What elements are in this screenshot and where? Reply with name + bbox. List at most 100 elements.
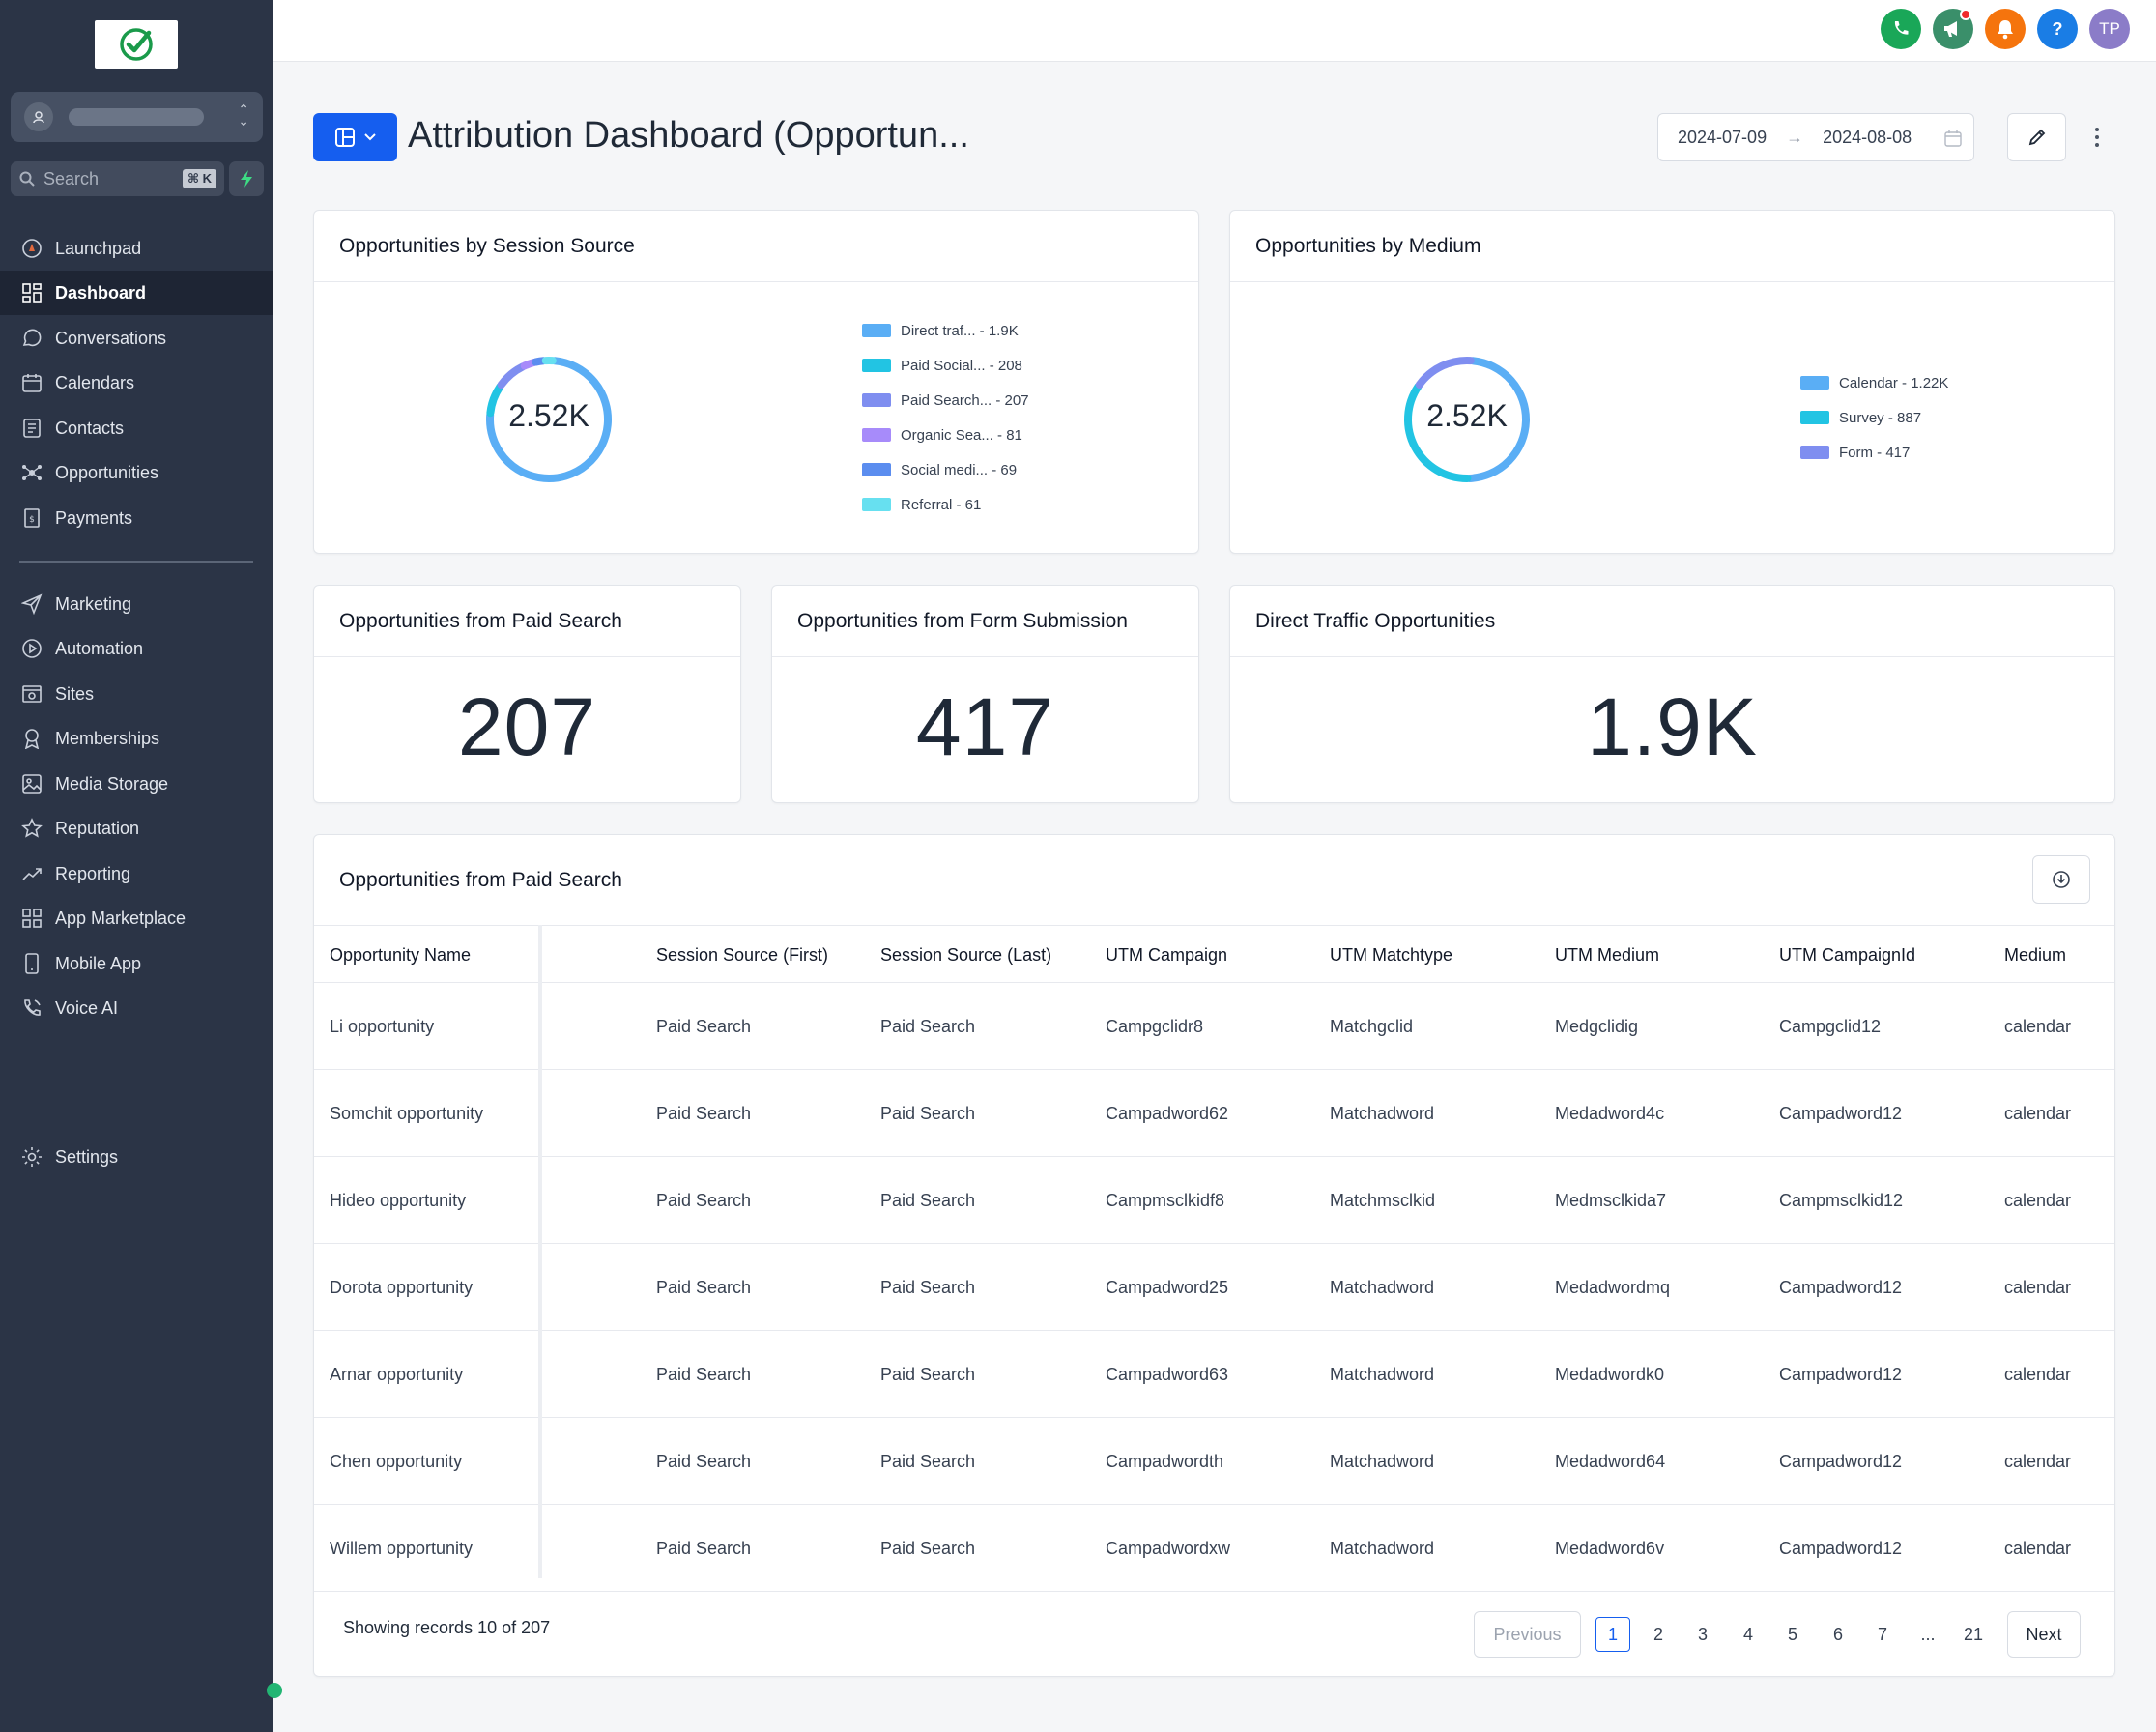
sidebar-item-conversations[interactable]: Conversations [0, 316, 273, 361]
date-start[interactable]: 2024-07-09 [1678, 127, 1768, 147]
column-header[interactable]: UTM Matchtype [1330, 945, 1453, 965]
opportunity-name-cell[interactable]: Hideo opportunity [330, 1191, 467, 1210]
phone-button[interactable] [1881, 9, 1921, 49]
donut-chart-medium[interactable]: 2.52K [1399, 352, 1535, 487]
edit-dashboard-button[interactable] [2007, 113, 2066, 161]
sidebar-item-label: Dashboard [55, 282, 147, 303]
table-row[interactable]: Dorota opportunity Paid Search Paid Search… [314, 1244, 2114, 1331]
donut-slice[interactable] [1404, 382, 1472, 482]
opportunity-name-cell[interactable]: Li opportunity [330, 1017, 435, 1036]
column-header[interactable]: Medium [2004, 945, 2067, 965]
kpi-value: 417 [915, 681, 1055, 772]
announcements-button[interactable] [1933, 9, 1973, 49]
legend-swatch [862, 463, 891, 476]
column-header[interactable]: Opportunity Name [330, 945, 472, 965]
download-button[interactable] [2032, 855, 2090, 904]
donut-chart-session-source[interactable]: 2.52K [481, 352, 617, 487]
donut-slice[interactable] [497, 362, 527, 390]
sidebar-item-dashboard[interactable]: Dashboard [0, 271, 273, 315]
help-button[interactable]: ? [2037, 9, 2078, 49]
table-row[interactable]: Li opportunity Paid Search Paid Search Camp… [314, 983, 2114, 1070]
legend-item[interactable]: Form - 417 [1800, 435, 1948, 470]
widget-medium: Opportunities by Medium 2.52K Calendar -… [1229, 210, 2115, 554]
sidebar-item-voice-ai[interactable]: Voice AI [0, 986, 273, 1030]
sidebar-item-media-storage[interactable]: Media Storage [0, 762, 273, 806]
sidebar-item-app-marketplace[interactable]: App Marketplace [0, 896, 273, 940]
legend-item[interactable]: Survey - 887 [1800, 400, 1948, 435]
legend-item[interactable]: Organic Sea... - 81 [862, 418, 1029, 452]
page-number-button[interactable]: 6 [1832, 1624, 1843, 1644]
sidebar-item-launchpad[interactable]: Launchpad [0, 226, 273, 271]
sidebar-item-marketing[interactable]: Marketing [0, 582, 273, 626]
account-switcher[interactable]: ⌃ ⌄ [11, 92, 263, 142]
legend-label: Referral - 61 [901, 496, 982, 513]
opportunity-name-cell[interactable]: Willem opportunity [330, 1539, 474, 1558]
table-row[interactable]: Arnar opportunity Paid Search Paid Search C… [314, 1331, 2114, 1418]
column-header[interactable]: UTM Campaign [1106, 945, 1228, 965]
quick-action-button[interactable] [229, 161, 264, 196]
column-header[interactable]: Session Source (First) [656, 945, 829, 965]
sidebar-item-reporting[interactable]: Reporting [0, 852, 273, 896]
sidebar-item-automation[interactable]: Automation [0, 626, 273, 671]
legend-swatch [862, 498, 891, 511]
page-number-button[interactable]: 5 [1787, 1624, 1797, 1644]
donut-slice[interactable] [1465, 357, 1530, 482]
legend-swatch [1800, 411, 1829, 424]
column-header[interactable]: UTM Medium [1555, 945, 1660, 965]
more-options-kebab-icon[interactable] [2087, 121, 2107, 154]
status-indicator[interactable] [267, 1683, 282, 1698]
user-avatar[interactable]: TP [2089, 9, 2130, 49]
account-name-redacted [69, 108, 204, 126]
chat-bubble-icon [20, 327, 43, 350]
page-number-button[interactable]: 3 [1697, 1624, 1708, 1644]
table-row[interactable]: Willem opportunity Paid Search Paid Search… [314, 1505, 2114, 1592]
legend-item[interactable]: Social medi... - 69 [862, 452, 1029, 487]
donut-slice[interactable] [486, 357, 612, 482]
chevron-down-icon [363, 133, 376, 141]
opportunity-name-cell[interactable]: Dorota opportunity [330, 1278, 474, 1297]
sidebar-item-memberships[interactable]: Memberships [0, 716, 273, 761]
date-end[interactable]: 2024-08-08 [1823, 127, 1912, 147]
table-row[interactable]: Hideo opportunity Paid Search Paid Search C… [314, 1157, 2114, 1244]
notifications-button[interactable] [1985, 9, 2026, 49]
opportunity-name-cell[interactable]: Somchit opportunity [330, 1104, 484, 1123]
records-count: Showing records 10 of 207 [343, 1618, 551, 1637]
table-cell: calendar [2004, 1104, 2072, 1123]
phone-icon [1894, 21, 1909, 35]
sidebar-item-reputation[interactable]: Reputation [0, 806, 273, 851]
company-logo[interactable] [95, 20, 178, 69]
page-number-button[interactable]: 4 [1742, 1624, 1753, 1644]
legend-item[interactable]: Paid Search... - 207 [862, 383, 1029, 418]
sidebar-item-calendars[interactable]: Calendars [0, 361, 273, 405]
layout-icon [334, 128, 355, 147]
sidebar-item-payments[interactable]: $ Payments [0, 496, 273, 540]
column-header[interactable]: UTM CampaignId [1779, 945, 1916, 965]
page-number-button[interactable]: 7 [1877, 1624, 1887, 1644]
legend-label: Direct traf... - 1.9K [901, 322, 1019, 339]
page-number-button[interactable]: 2 [1653, 1624, 1663, 1644]
legend-item[interactable]: Referral - 61 [862, 487, 1029, 522]
sidebar-item-settings[interactable]: Settings [0, 1135, 273, 1179]
legend-item[interactable]: Calendar - 1.22K [1800, 365, 1948, 400]
table-row[interactable]: Chen opportunity Paid Search Paid Search Ca… [314, 1418, 2114, 1505]
legend-item[interactable]: Direct traf... - 1.9K [862, 313, 1029, 348]
column-header[interactable]: Session Source (Last) [880, 945, 1052, 965]
previous-page-button[interactable]: Previous [1474, 1611, 1581, 1658]
sidebar-search[interactable]: Search ⌘ K [11, 161, 224, 196]
table-cell: Matchadword [1330, 1365, 1435, 1384]
sidebar-item-sites[interactable]: Sites [0, 672, 273, 716]
sidebar-item-opportunities[interactable]: Opportunities [0, 450, 273, 495]
table-row[interactable]: Somchit opportunity Paid Search Paid Searc… [314, 1070, 2114, 1157]
dashboard-switcher-button[interactable] [313, 113, 397, 161]
opportunity-name-cell[interactable]: Chen opportunity [330, 1452, 463, 1471]
donut-slice[interactable] [1415, 357, 1475, 390]
date-range-picker[interactable]: 2024-07-09 → 2024-08-08 [1657, 113, 1974, 161]
sidebar-item-contacts[interactable]: Contacts [0, 406, 273, 450]
page-number-button[interactable]: 21 [1963, 1624, 1984, 1644]
legend-item[interactable]: Paid Social... - 208 [862, 348, 1029, 383]
sidebar-item-mobile-app[interactable]: Mobile App [0, 941, 273, 986]
next-page-button[interactable]: Next [2007, 1611, 2081, 1658]
opportunity-name-cell[interactable]: Arnar opportunity [330, 1365, 464, 1384]
page-number-button[interactable]: 1 [1595, 1617, 1630, 1652]
pagination-ellipsis: ... [1920, 1624, 1936, 1644]
